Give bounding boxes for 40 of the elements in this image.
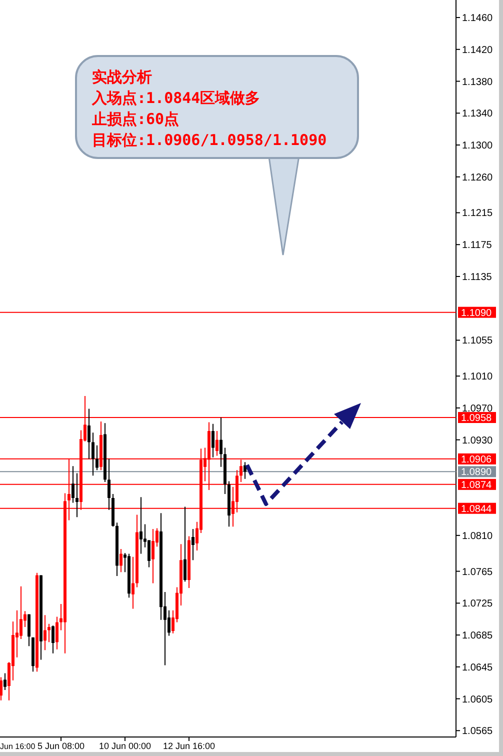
y-tick-label: 1.0725	[462, 598, 494, 610]
ref-line-label: 1.0874	[461, 480, 492, 491]
y-tick-label: 1.0605	[462, 694, 494, 706]
y-tick-label: 1.1380	[462, 76, 494, 88]
ref-label: 1.0906	[458, 453, 496, 466]
y-tick-label: 1.0765	[462, 566, 494, 578]
y-tick-label: 1.1215	[462, 208, 494, 220]
ref-label: 1.1090	[458, 306, 496, 319]
ref-label: 1.0958	[458, 412, 496, 424]
x-tick-label: 12 Jun 16:00	[162, 741, 216, 751]
annotation: 目标位:1.0906/1.0958/1.1090	[92, 131, 327, 149]
y-tick-label: 1.1135	[462, 272, 492, 283]
x-tick-label: 10 Jun 00:00	[98, 741, 152, 751]
y-tick-label: 1.1260	[462, 172, 494, 184]
y-tick-label: 1.1010	[462, 372, 494, 383]
annotation: 实战分析	[92, 68, 152, 86]
annotation: 入场点:1.0844区域做多	[91, 89, 260, 107]
ref-label: 1.0844	[458, 502, 496, 515]
y-tick-label: 1.1460	[462, 13, 494, 24]
y-tick-label: 1.0645	[462, 662, 494, 674]
ref-line-label: 1.0890	[461, 467, 492, 478]
y-tick-label: 1.0810	[462, 530, 494, 542]
annotation: 止损点:60点	[91, 110, 180, 128]
y-tick-label: 1.0970	[462, 403, 494, 414]
ref-line-label: 1.1090	[461, 308, 492, 319]
text: Jun 16:00	[0, 742, 36, 751]
ref-line-label: 1.0906	[461, 454, 492, 466]
ref-label: 1.0890	[458, 466, 496, 478]
y-tick-label: 1.1300	[462, 140, 494, 152]
y-tick-label: 1.0565	[462, 726, 494, 738]
y-tick-label: 1.1420	[462, 44, 494, 56]
x-tick-label: 5 Jun 08:00	[37, 741, 85, 751]
y-tick-label: 1.1175	[462, 240, 492, 252]
ref-label: 1.0874	[458, 478, 496, 491]
ref-line-label: 1.0958	[461, 413, 492, 424]
y-tick-label: 1.1340	[462, 108, 494, 120]
y-tick-label: 1.0685	[462, 630, 494, 642]
ref-line-label: 1.0844	[461, 504, 492, 515]
y-tick-label: 1.1055	[462, 336, 494, 347]
y-tick-label: 1.0930	[462, 435, 494, 446]
